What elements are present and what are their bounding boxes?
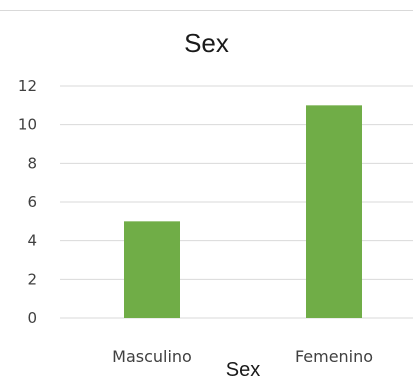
y-tick-label: 2 <box>27 270 37 288</box>
y-tick-label: 6 <box>27 193 37 211</box>
y-tick-label: 12 <box>18 77 37 95</box>
y-tick-label: 0 <box>27 309 37 327</box>
y-tick-label: 8 <box>27 154 37 172</box>
x-axis-title: Sex <box>226 359 260 381</box>
x-category-label: Masculino <box>112 347 192 366</box>
x-category-label: Femenino <box>295 347 373 366</box>
top-divider <box>0 10 413 11</box>
y-tick-label: 4 <box>27 232 37 250</box>
bar-masculino <box>124 221 180 318</box>
y-tick-label: 10 <box>18 116 37 134</box>
chart-title: Sex <box>184 28 229 58</box>
bar-femenino <box>306 105 362 318</box>
